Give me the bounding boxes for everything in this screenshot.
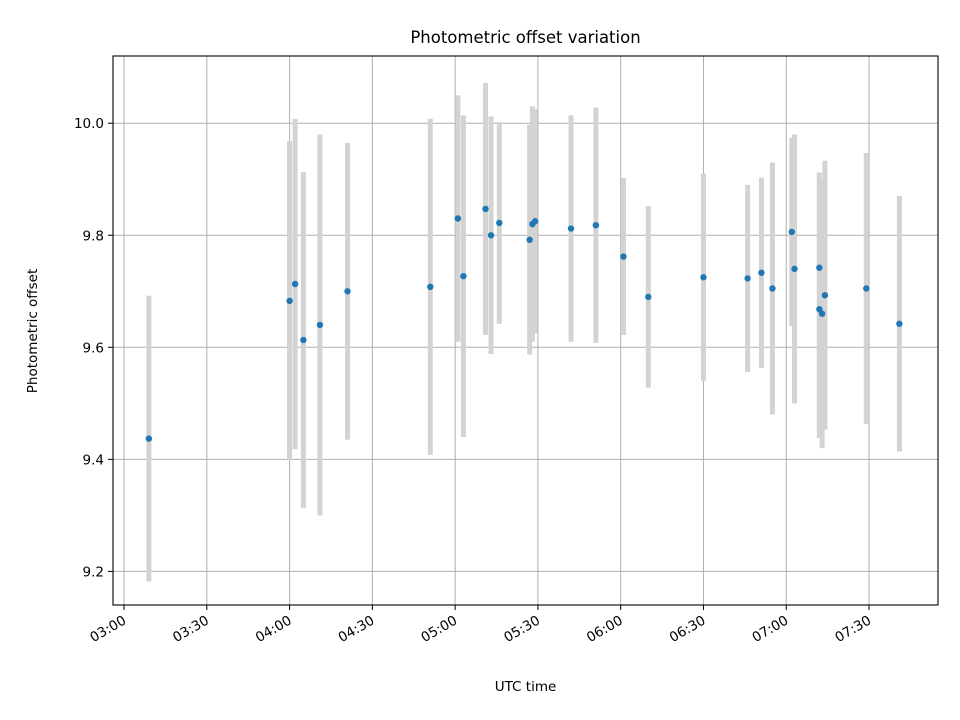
chart-title: Photometric offset variation [410,28,640,47]
data-point [744,275,751,282]
y-tick-label: 10.0 [74,116,104,132]
data-point [526,236,533,243]
y-tick-label: 9.8 [83,228,104,244]
data-point [316,321,324,329]
y-axis-label: Photometric offset [25,269,41,393]
data-point [896,320,903,327]
data-point [300,336,307,344]
data-point [487,232,495,239]
data-point [863,285,870,292]
data-point [427,283,434,291]
data-point [700,274,707,281]
data-point [821,292,829,299]
data-point [482,205,489,213]
data-point [592,221,600,229]
data-point [788,228,795,236]
data-point [818,310,826,317]
x-axis-label: UTC time [495,679,557,695]
y-tick-label: 9.4 [83,452,104,468]
data-point [769,285,776,292]
y-tick-label: 9.6 [83,340,104,356]
data-point [286,297,293,305]
data-point [531,218,539,225]
data-point [460,272,467,280]
data-point [567,225,575,232]
data-point [291,280,299,288]
data-point [145,435,153,442]
plot-area-frame [112,55,939,606]
data-points [145,205,903,442]
data-point [496,219,503,227]
data-point [620,253,627,260]
data-point [758,269,765,276]
y-tick-label: 9.2 [83,564,104,580]
data-point [454,215,462,222]
grid [113,56,938,605]
data-point [344,288,351,295]
data-point [645,293,652,301]
data-point [816,264,823,271]
data-point [791,265,798,273]
